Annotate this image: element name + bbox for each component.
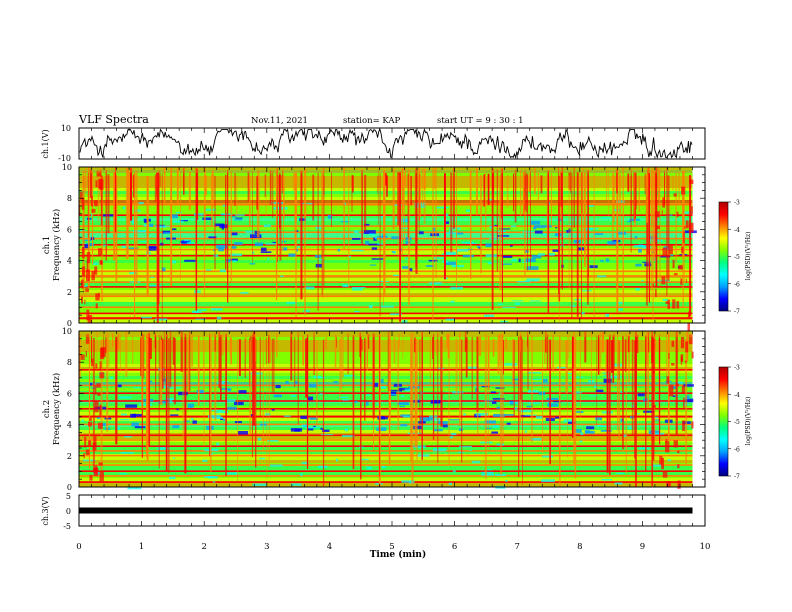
x-tick-label: 8	[577, 542, 582, 552]
freq-tick-label: 4	[67, 257, 72, 266]
spectral-band	[79, 464, 693, 466]
ch3-ytick-bottom: -5	[63, 522, 71, 531]
spectral-band	[79, 312, 693, 315]
spectral-band	[79, 392, 693, 394]
spectral-band	[79, 454, 693, 457]
spectral-band	[79, 281, 693, 283]
freq-tick-label: 6	[67, 389, 72, 398]
x-tick-label: 4	[327, 542, 332, 552]
spectral-band	[79, 400, 693, 402]
colorbar-tick-label: -5	[734, 419, 740, 426]
spectral-band	[79, 295, 693, 298]
x-tick-label: 3	[264, 542, 269, 552]
ch2-colorbar: -3 -4 -5 -6 -7 log(PSD)(V²/Hz)	[718, 365, 752, 481]
x-tick-label: 0	[76, 542, 81, 552]
colorbar-tick-label: -6	[734, 281, 740, 288]
spectral-band	[79, 434, 693, 437]
ch2-spec-ylabel-ch: ch.2	[42, 400, 52, 418]
spectral-band	[79, 470, 693, 472]
ch1-freq-ticks: 0 2 4 6 8 10	[62, 163, 705, 328]
colorbar-tick-label: -6	[734, 446, 740, 453]
freq-tick-label: 2	[67, 288, 72, 297]
freq-tick-label: 10	[62, 163, 72, 172]
spectral-band	[79, 317, 693, 319]
spectral-band	[79, 254, 693, 257]
colorbar-tick-label: -4	[734, 227, 740, 234]
ch2-colorbar-label: log(PSD)(V²/Hz)	[745, 397, 752, 446]
spectral-band	[79, 423, 693, 426]
spectral-band	[79, 369, 693, 371]
spectral-band	[79, 231, 693, 234]
freq-tick-label: 4	[67, 421, 72, 430]
colorbar-tick-label: -7	[734, 474, 740, 481]
ch1-ytick-top: 10	[61, 124, 71, 133]
x-tick-label: 1	[139, 542, 144, 552]
spectral-band	[79, 275, 693, 277]
ch1-wave-ylabel: ch.1(V)	[41, 129, 50, 158]
freq-tick-label: 0	[67, 319, 72, 328]
ch1-ytick-bottom: -10	[58, 154, 71, 163]
spectral-band	[79, 237, 693, 240]
freq-tick-label: 8	[67, 194, 72, 203]
colorbar-tick-label: -5	[734, 254, 740, 261]
figure-title: VLF Spectra	[78, 113, 149, 126]
spectral-band	[79, 286, 693, 288]
x-tick-label: 9	[640, 542, 645, 552]
time-axis-title: Time (min)	[370, 549, 427, 560]
spectral-band	[79, 408, 693, 410]
panel-ch1-waveform: 10 -10 ch.1(V)	[41, 124, 706, 163]
ch2-freq-ticks: 0 2 4 6 8 10	[62, 327, 705, 492]
ch1-spec-ylabel-ch: ch.1	[42, 236, 52, 254]
spectral-band	[79, 415, 693, 418]
ch1-spectrogram-image	[79, 167, 705, 335]
colorbar-tick-label: -7	[734, 309, 740, 316]
spectral-band	[79, 214, 693, 216]
spectral-band	[79, 248, 693, 251]
ch3-wave-ylabel: ch.3(V)	[41, 496, 50, 525]
ch3-ytick-mid: 0	[66, 507, 71, 516]
ch1-spec-ylabel-freq: Frequency (kHz)	[51, 209, 62, 281]
ch1-waveform-line	[79, 128, 693, 160]
spectral-band	[79, 439, 693, 441]
spectral-band	[79, 244, 693, 246]
time-axis-ticks	[78, 128, 706, 526]
spectral-band	[79, 445, 693, 447]
spectral-band	[79, 270, 693, 273]
spectral-band	[79, 481, 693, 483]
ch3-signal-band	[79, 507, 693, 514]
freq-tick-label: 10	[62, 327, 72, 336]
date-label: Nov.11, 2021	[251, 116, 308, 126]
x-tick-label: 2	[201, 542, 206, 552]
panel-ch2-spectrogram: 0 2 4 6 8 10 ch.2 Frequency (kHz)	[42, 327, 706, 492]
colorbar-tick-label: -3	[734, 365, 740, 372]
freq-tick-label: 8	[67, 358, 72, 367]
panel-ch3-waveform: 5 0 -5 ch.3(V)	[41, 492, 706, 531]
spectral-band	[79, 475, 693, 477]
start-time-label: start UT = 9 : 30 : 1	[437, 116, 524, 126]
station-label: station= KAP	[343, 116, 401, 126]
freq-tick-label: 6	[67, 225, 72, 234]
ch2-spectrogram-image	[79, 331, 705, 490]
freq-tick-label: 0	[67, 483, 72, 492]
ch1-colorbar-label: log(PSD)(V²/Hz)	[745, 232, 752, 281]
spectral-band	[79, 450, 693, 452]
spectral-band	[79, 225, 693, 227]
freq-tick-label: 2	[67, 452, 72, 461]
colorbar-tick-label: -4	[734, 392, 740, 399]
x-tick-label: 5	[389, 542, 394, 552]
colorbar-tick-label: -3	[734, 200, 740, 207]
time-axis-labels: 0 1 2 3 4 5 6 7 8 9 10	[76, 542, 710, 552]
ch2-spec-ylabel-freq: Frequency (kHz)	[51, 373, 62, 445]
ch1-colorbar: -3 -4 -5 -6 -7 log(PSD)(V²/Hz)	[718, 200, 752, 316]
spectral-band	[79, 384, 693, 387]
spectral-band	[79, 203, 693, 205]
x-tick-label: 7	[514, 542, 519, 552]
ch3-ytick-top: 5	[66, 492, 71, 501]
x-tick-label: 6	[452, 542, 457, 552]
x-tick-label: 10	[700, 542, 711, 552]
panel-ch1-spectrogram: 0 2 4 6 8 10 ch.1 Frequency (kHz)	[42, 163, 706, 335]
